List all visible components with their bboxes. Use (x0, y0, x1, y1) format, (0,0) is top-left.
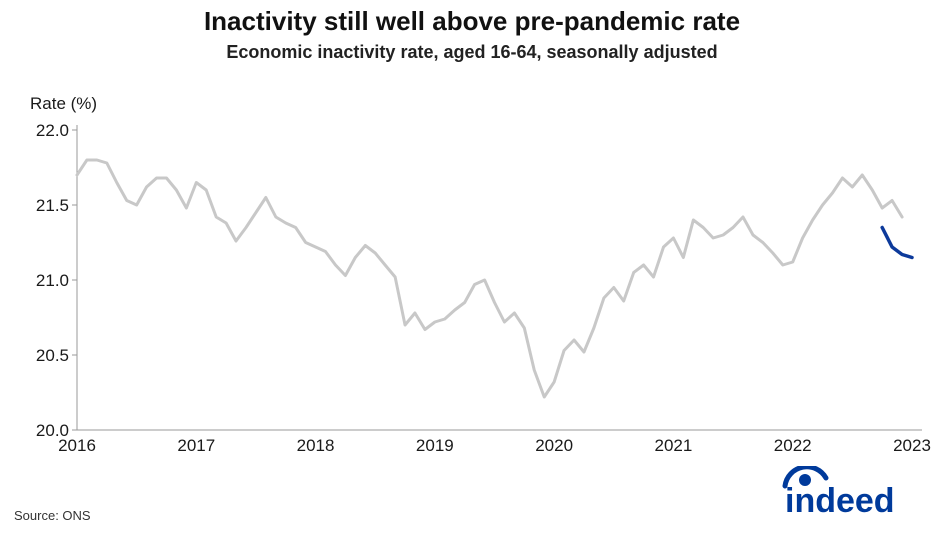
chart-container: Inactivity still well above pre-pandemic… (0, 0, 944, 536)
indeed-logo: indeed (782, 466, 922, 518)
source-label: Source: ONS (14, 508, 91, 523)
line-chart-svg (0, 0, 944, 536)
highlight-series-line (882, 228, 912, 258)
indeed-logo-text: indeed (785, 482, 895, 518)
main-series-line (77, 160, 902, 397)
